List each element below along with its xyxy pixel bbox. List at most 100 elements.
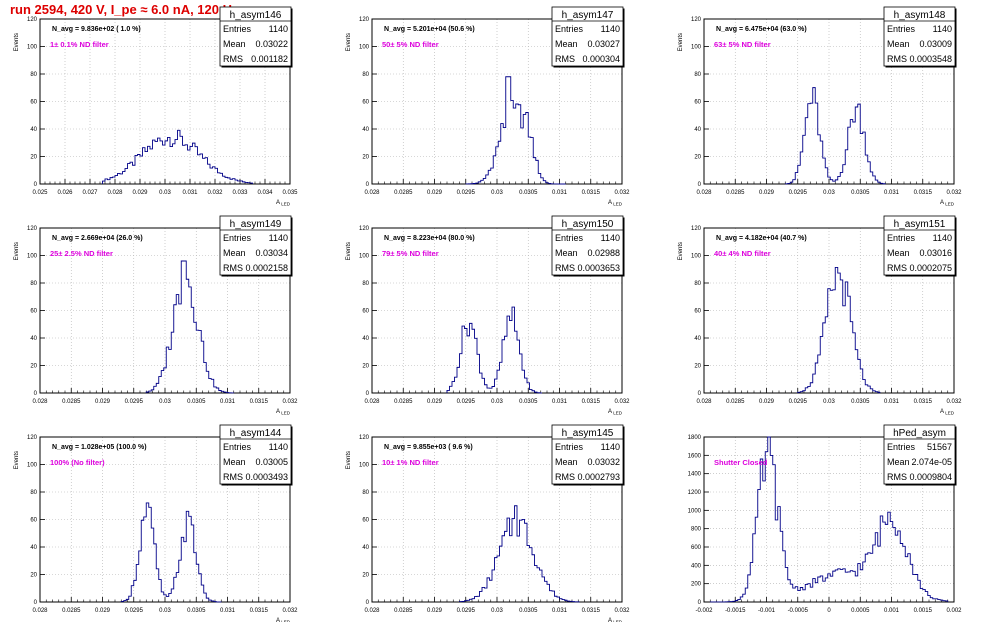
x-tick-label: 0.0295 <box>125 399 144 405</box>
y-tick-label: 80 <box>362 72 369 78</box>
y-tick-label: 40 <box>694 127 701 133</box>
y-tick-label: 20 <box>694 364 701 370</box>
stat-value: 0.001182 <box>251 54 288 64</box>
x-tick-label: 0.028 <box>364 190 380 196</box>
histogram-series <box>145 260 235 394</box>
stats-box <box>883 215 956 276</box>
y-tick-label: 40 <box>694 336 701 342</box>
stat-label: Entries <box>223 442 252 452</box>
x-tick-label: 0.033 <box>232 190 248 196</box>
y-tick-label: 20 <box>362 573 369 579</box>
x-tick-label: 0.029 <box>427 399 443 405</box>
y-tick-label: 40 <box>362 127 369 133</box>
panel-h_asym149: 0.028 0.0285 0.029 0.0295 0.03 0.0305 0.031 0.0… <box>14 215 298 416</box>
stat-value: 0.0003493 <box>245 472 288 482</box>
y-axis-label: Events <box>678 33 684 51</box>
x-tick-label: 0.029 <box>759 190 775 196</box>
x-tick-label: 0.03 <box>823 190 835 196</box>
y-tick-label: 0 <box>698 391 702 397</box>
y-tick-label: 60 <box>30 100 37 106</box>
x-tick-label: 0.0315 <box>250 608 269 614</box>
y-tick-label: 1800 <box>688 435 702 441</box>
stats-box <box>551 215 624 276</box>
x-tick-label: 0.029 <box>427 190 443 196</box>
y-tick-label: 100 <box>359 254 370 260</box>
stat-value: 2.074e-05 <box>911 457 952 467</box>
y-axis-label: Events <box>346 33 352 51</box>
histogram-name: h_asym148 <box>894 10 946 21</box>
stat-value: 51567 <box>927 442 952 452</box>
x-axis-label: A LED <box>276 200 291 207</box>
x-tick-label: 0.032 <box>207 190 223 196</box>
y-tick-label: 80 <box>30 281 37 287</box>
stat-value: 1140 <box>601 233 620 243</box>
x-tick-label: 0.03 <box>159 190 171 196</box>
y-tick-label: 120 <box>359 435 370 441</box>
y-tick-label: 200 <box>691 582 702 588</box>
x-tick-label: 0.001 <box>884 608 900 614</box>
histogram-name: h_asym151 <box>894 219 946 230</box>
y-tick-label: 120 <box>27 226 38 232</box>
x-tick-label: 0.029 <box>427 608 443 614</box>
x-tick-label: 0.0005 <box>851 608 870 614</box>
stat-value: 0.03022 <box>255 39 288 49</box>
y-tick-label: 60 <box>694 309 701 315</box>
x-tick-label: 0.028 <box>696 399 712 405</box>
navg-annotation: N_avg = 2.669e+04 (26.0 %) <box>52 235 143 242</box>
x-tick-label: 0.031 <box>220 608 236 614</box>
y-tick-label: 1400 <box>688 472 702 478</box>
stat-value: 0.03005 <box>255 457 288 467</box>
stat-value: 0.03016 <box>919 248 952 258</box>
stat-label: RMS <box>887 54 907 64</box>
filter-label: 40± 4% ND filter <box>714 249 771 258</box>
y-tick-label: 1000 <box>688 508 702 514</box>
y-tick-label: 80 <box>30 72 37 78</box>
stat-label: Entries <box>887 233 916 243</box>
y-tick-label: 80 <box>30 490 37 496</box>
stat-value: 0.0009804 <box>909 472 952 482</box>
x-tick-label: 0.028 <box>32 399 48 405</box>
histogram-series <box>465 76 566 185</box>
stat-label: Mean <box>887 457 910 467</box>
x-axis-label: A LED <box>608 200 623 207</box>
x-tick-label: 0.0295 <box>457 608 476 614</box>
histogram-name: h_asym144 <box>230 428 282 439</box>
x-axis-label: A LED <box>608 409 623 416</box>
navg-annotation: N_avg = 5.201e+04 (50.6 %) <box>384 26 475 33</box>
navg-annotation: N_avg = 1.028e+05 (100.0 %) <box>52 444 147 451</box>
stat-value: 0.000304 <box>582 54 620 64</box>
x-axis-label: A LED <box>608 618 623 622</box>
y-tick-label: 120 <box>691 226 702 232</box>
y-tick-label: 60 <box>30 309 37 315</box>
filter-label: 100% (No filter) <box>50 458 105 467</box>
y-tick-label: 0 <box>34 391 38 397</box>
y-tick-label: 120 <box>27 435 38 441</box>
x-axis-label: A LED <box>276 618 291 622</box>
y-tick-label: 20 <box>362 364 369 370</box>
x-tick-label: 0.031 <box>884 399 900 405</box>
stat-label: Mean <box>555 457 578 467</box>
panel-hPed_asym: -0.002 -0.0015 -0.001 -0.0005 0 0.0005 0.001 0.… <box>688 424 962 614</box>
histogram-name: h_asym149 <box>230 219 282 230</box>
x-tick-label: 0.0315 <box>914 190 933 196</box>
stat-label: Entries <box>223 233 252 243</box>
x-tick-label: 0.0315 <box>914 399 933 405</box>
x-axis-label: A LED <box>276 409 291 416</box>
y-tick-label: 120 <box>691 17 702 23</box>
x-axis-label: A LED <box>940 200 955 207</box>
stats-box <box>883 424 956 485</box>
x-tick-label: 0.032 <box>946 399 962 405</box>
y-tick-label: 120 <box>359 17 370 23</box>
panel-h_asym148: 0.028 0.0285 0.029 0.0295 0.03 0.0305 0.031 0.0… <box>678 6 962 207</box>
x-tick-label: -0.0005 <box>788 608 809 614</box>
stat-label: Mean <box>887 39 910 49</box>
x-tick-label: 0.035 <box>282 190 298 196</box>
y-tick-label: 100 <box>691 45 702 51</box>
x-tick-label: 0.028 <box>107 190 123 196</box>
x-tick-label: 0.002 <box>946 608 962 614</box>
y-tick-label: 20 <box>30 364 37 370</box>
x-tick-label: 0.03 <box>491 399 503 405</box>
x-tick-label: 0.029 <box>95 399 111 405</box>
stat-value: 0.03027 <box>587 39 620 49</box>
